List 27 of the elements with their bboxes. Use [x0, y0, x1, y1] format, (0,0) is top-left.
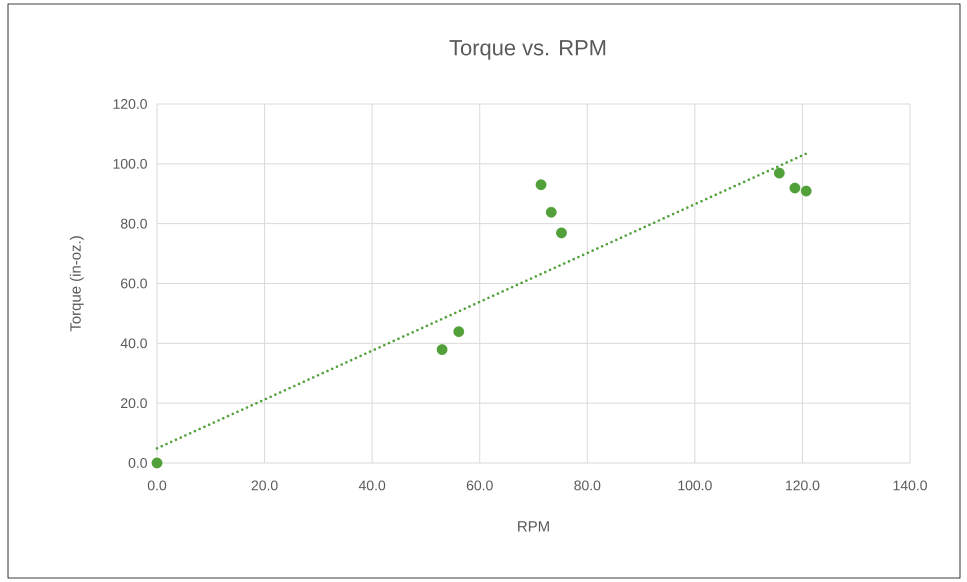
y-tick-label: 0.0 — [128, 458, 147, 468]
chart-title: Torque vs. RPM — [450, 40, 606, 60]
point — [556, 228, 567, 238]
point — [790, 182, 800, 194]
x-tick-label: 60.0 — [466, 480, 493, 490]
y-tick-label: 100.0 — [114, 158, 147, 169]
x-tick-label: 20.0 — [252, 480, 278, 490]
x-tick-label: 80.0 — [574, 480, 600, 490]
x-axis-title: RPM — [518, 521, 549, 532]
x-tick-label: 40.0 — [358, 480, 386, 490]
point — [546, 206, 557, 218]
point — [536, 179, 546, 190]
point — [152, 458, 162, 468]
y-tick-label: 120.0 — [114, 99, 147, 109]
y-tick-label: 40.0 — [120, 338, 147, 348]
y-tick-label: 20.0 — [121, 398, 147, 408]
point — [436, 344, 448, 355]
x-tick-label: 0.0 — [148, 480, 166, 490]
point — [774, 168, 785, 178]
x-tick-label: 140.0 — [894, 480, 927, 490]
point — [453, 326, 464, 338]
point — [800, 186, 812, 196]
y-axis-title: Torque (in-oz.) — [70, 236, 84, 332]
x-tick-label: 120.0 — [786, 480, 820, 490]
y-tick-label: 80.0 — [120, 218, 147, 229]
x-tick-label: 100.0 — [678, 480, 712, 490]
y-tick-label: 60.0 — [121, 278, 147, 288]
